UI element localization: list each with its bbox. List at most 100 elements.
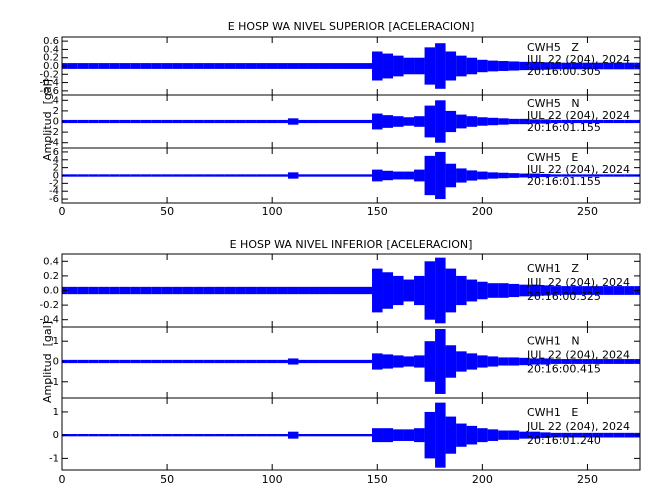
amplitude-envelope [172,63,183,69]
amplitude-envelope [592,359,604,364]
amplitude-envelope [372,428,383,443]
amplitude-envelope [351,286,362,295]
amplitude-envelope [351,174,362,177]
amplitude-envelope [435,43,446,89]
amplitude-envelope [361,119,373,124]
amplitude-envelope [435,100,446,143]
amplitude-envelope [624,359,635,364]
amplitude-envelope [561,286,572,295]
amplitude-envelope [340,434,351,437]
amplitude-envelope [393,171,404,180]
amplitude-envelope [109,359,120,364]
amplitude-envelope [77,174,89,177]
amplitude-envelope [424,341,436,382]
amplitude-envelope [319,119,330,124]
amplitude-envelope [477,355,488,368]
amplitude-envelope [382,53,394,79]
amplitude-envelope [540,119,551,124]
amplitude-envelope [372,353,383,370]
amplitude-envelope [445,268,457,313]
amplitude-envelope [245,286,257,295]
amplitude-envelope [77,119,89,124]
amplitude-envelope [235,174,246,177]
amplitude-envelope [277,359,288,364]
amplitude-envelope [340,286,351,295]
amplitude-envelope [235,119,246,124]
amplitude-envelope [403,117,415,126]
y-tick-label: -1 [49,453,59,464]
amplitude-envelope [151,359,162,364]
amplitude-envelope [245,174,257,177]
amplitude-envelope [130,434,141,437]
amplitude-envelope [487,356,499,367]
amplitude-envelope [298,286,309,295]
amplitude-envelope [466,116,478,127]
amplitude-envelope [624,432,635,438]
time-label: 20:16:00.325 [527,290,601,303]
amplitude-envelope [329,359,341,364]
amplitude-envelope [382,170,394,181]
amplitude-envelope [140,286,152,295]
amplitude-envelope [140,119,152,124]
amplitude-envelope [498,357,509,366]
amplitude-envelope [508,118,520,125]
amplitude-envelope [161,286,173,295]
amplitude-envelope [456,55,467,77]
amplitude-envelope [182,119,194,124]
x-tick-label: 0 [59,205,66,218]
trace [62,257,640,324]
amplitude-envelope [592,432,604,438]
amplitude-envelope [529,61,541,71]
amplitude-envelope [224,434,236,437]
amplitude-envelope [603,432,614,438]
amplitude-envelope [329,174,341,177]
amplitude-envelope [624,119,635,124]
trace [62,100,640,143]
x-tick-label: 100 [262,205,283,218]
amplitude-envelope [445,51,457,81]
amplitude-envelope [287,118,299,125]
amplitude-envelope [245,63,257,69]
y-tick-label: -4 [49,186,59,197]
amplitude-envelope [308,359,320,364]
amplitude-envelope [561,174,572,177]
amplitude-envelope [424,411,436,459]
amplitude-envelope [340,63,351,69]
amplitude-envelope [529,173,541,178]
amplitude-envelope [592,62,604,70]
chart-title: E HOSP WA NIVEL SUPERIOR [ACELERACION] [228,20,475,33]
y-tick-label: 0 [53,356,59,367]
amplitude-envelope [403,429,415,441]
amplitude-envelope [582,119,593,124]
amplitude-envelope [298,359,309,364]
station-label: CWH1 N [527,334,580,347]
amplitude-envelope [203,359,215,364]
amplitude-envelope [571,62,583,70]
y-tick-label: 0 [53,171,59,182]
amplitude-envelope [151,174,162,177]
amplitude-envelope [214,286,225,295]
x-tick-label: 150 [367,205,388,218]
amplitude-envelope [445,163,457,188]
amplitude-envelope [256,174,267,177]
x-tick-label: 200 [472,205,493,218]
amplitude-envelope [487,172,499,179]
amplitude-envelope [372,268,383,313]
amplitude-envelope [403,57,415,75]
x-tick-label: 50 [160,205,174,218]
amplitude-envelope [550,359,562,364]
y-tick-label: -0.4 [39,315,59,326]
amplitude-envelope [119,286,131,295]
amplitude-envelope [519,118,530,125]
amplitude-envelope [329,434,341,437]
amplitude-envelope [119,359,131,364]
amplitude-envelope [487,60,499,72]
amplitude-envelope [98,359,110,364]
amplitude-envelope [214,63,225,69]
amplitude-envelope [519,173,530,178]
amplitude-envelope [393,55,404,77]
amplitude-envelope [466,425,478,445]
y-tick-label: 1 [53,407,59,418]
amplitude-envelope [172,434,183,437]
amplitude-envelope [161,119,173,124]
